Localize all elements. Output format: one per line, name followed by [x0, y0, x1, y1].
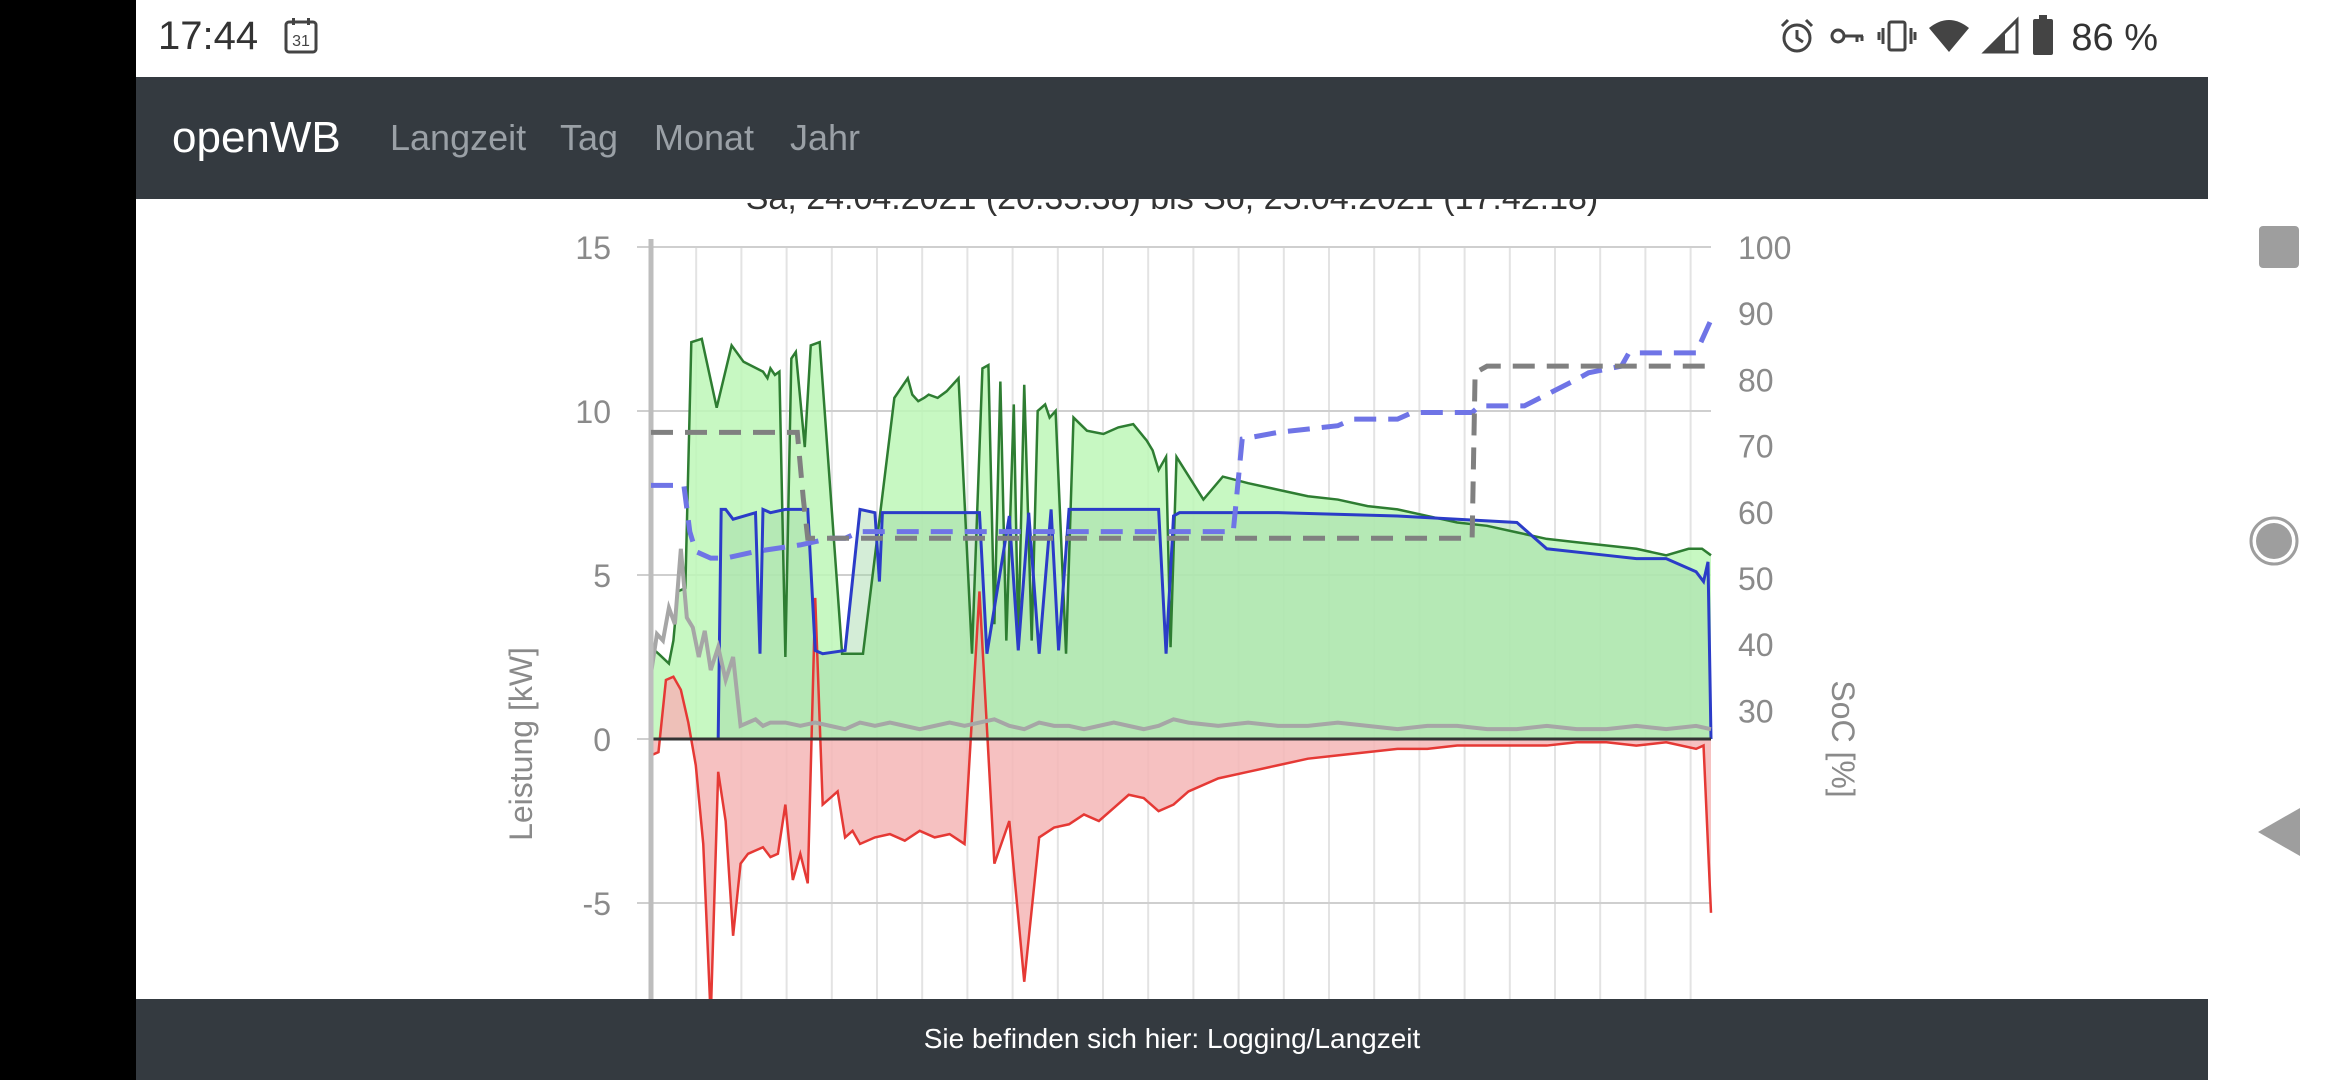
nav-jahr[interactable]: Jahr	[790, 117, 861, 158]
vibrate-icon	[1877, 16, 1917, 61]
red-line	[650, 591, 1713, 999]
y-tick-label: 15	[575, 230, 611, 266]
y2-tick-label: 30	[1738, 693, 1774, 729]
y-axis-label: Leistung [kW]	[503, 647, 539, 841]
calendar-icon: 31	[284, 18, 318, 54]
chart-area: Sa, 24.04.2021 (20:35:38) bis So, 25.04.…	[136, 199, 2208, 999]
footer: Sie befinden sich hier: Logging/Langzeit	[136, 999, 2208, 1080]
breadcrumb: Sie befinden sich hier: Logging/Langzeit	[923, 1023, 1421, 1054]
y-tick-label: 10	[575, 394, 611, 430]
nav-monat[interactable]: Monat	[654, 117, 755, 158]
soc-blue-line	[651, 318, 1714, 561]
navbar: openWB Langzeit Tag Monat Jahr	[136, 77, 2208, 199]
battery-icon	[2031, 14, 2055, 62]
system-nav-bar	[2208, 0, 2340, 1080]
y2-tick-label: 90	[1738, 296, 1774, 332]
y-tick-label: -5	[583, 886, 611, 922]
left-black-bar	[0, 0, 136, 1080]
y2-tick-label: 100	[1738, 230, 1791, 266]
home-circle-icon[interactable]	[2248, 515, 2300, 572]
gray-line	[649, 548, 1712, 732]
y2-tick-label: 80	[1738, 362, 1774, 398]
green-line	[650, 337, 1712, 667]
back-triangle-icon[interactable]	[2258, 808, 2300, 861]
signal-icon	[1981, 15, 2021, 61]
y2-tick-label: 40	[1738, 627, 1774, 663]
blue-area	[651, 509, 1711, 739]
calendar-day: 31	[292, 33, 310, 50]
y-tick-label: 5	[593, 558, 611, 594]
status-bar: 17:44 31	[136, 0, 2208, 77]
app-window: 17:44 31	[136, 0, 2208, 1080]
nav-langzeit[interactable]: Langzeit	[390, 117, 527, 158]
blue-line	[651, 507, 1713, 741]
y2-tick-label: 60	[1738, 495, 1774, 531]
recents-square-icon[interactable]	[2259, 226, 2299, 273]
nav-tag[interactable]: Tag	[560, 117, 619, 158]
y2-axis-label: SoC [%]	[1825, 680, 1861, 797]
y2-tick-label: 70	[1738, 429, 1774, 465]
vpn-key-icon	[1827, 16, 1867, 61]
chart-title: Sa, 24.04.2021 (20:35:38) bis So, 25.04.…	[136, 199, 2208, 218]
y2-tick-label: 50	[1738, 561, 1774, 597]
status-icons: 86 %	[1777, 12, 2158, 64]
brand-logo-text[interactable]: openWB	[172, 113, 341, 162]
status-time: 17:44	[158, 14, 259, 58]
battery-percent: 86 %	[2071, 16, 2158, 59]
soc-gray-line	[651, 363, 1711, 541]
alarm-icon	[1777, 16, 1817, 61]
red-area	[651, 591, 1711, 999]
wifi-icon	[1927, 16, 1971, 61]
y-tick-label: 0	[593, 722, 611, 758]
